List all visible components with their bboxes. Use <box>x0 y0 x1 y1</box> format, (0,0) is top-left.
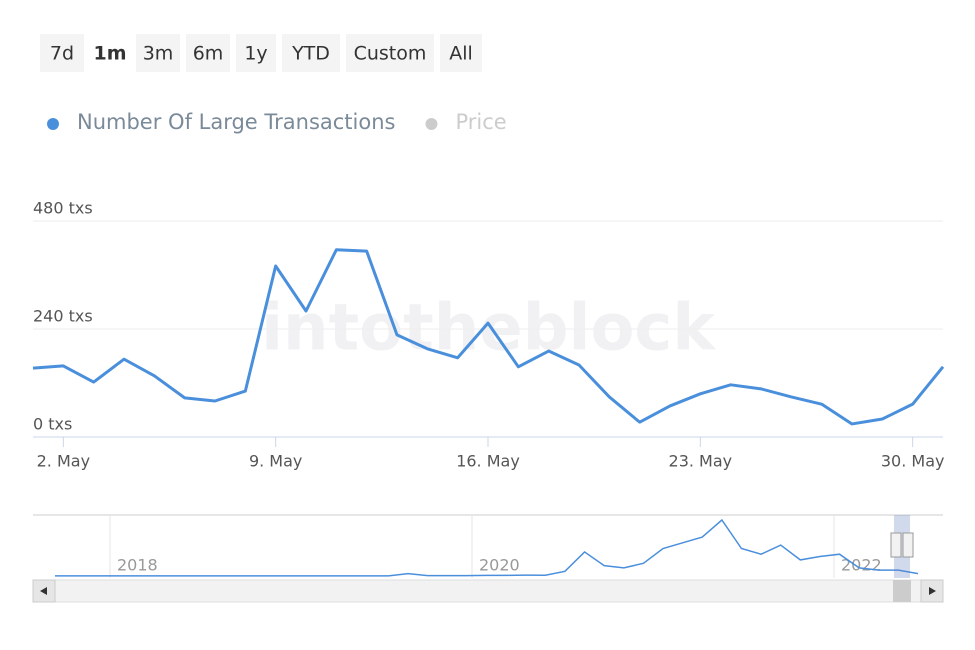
range-button-label[interactable]: YTD <box>291 43 330 65</box>
x-tick-label: 23. May <box>669 452 733 471</box>
range-button-label[interactable]: 3m <box>143 43 174 65</box>
range-button[interactable] <box>236 34 276 72</box>
range-button-label[interactable]: 1m <box>93 43 126 65</box>
navigator-handle[interactable] <box>902 532 914 558</box>
range-button[interactable] <box>90 34 130 72</box>
x-tick-label: 30. May <box>881 452 945 471</box>
navigator-handle[interactable] <box>890 532 902 558</box>
legend-label[interactable]: Number Of Large Transactions <box>77 110 395 134</box>
y-tick-label: 240 txs <box>33 307 93 326</box>
x-tick-label: 9. May <box>249 452 302 471</box>
navigator-label: 2018 <box>117 556 158 575</box>
y-tick-label: 480 txs <box>33 199 93 218</box>
scrollbar-track <box>32 579 944 603</box>
range-button-label[interactable]: 7d <box>50 43 74 65</box>
navigator-label: 2020 <box>479 556 520 575</box>
range-button[interactable] <box>346 34 434 72</box>
x-tick-label: 2. May <box>37 452 90 471</box>
series-line <box>32 248 945 426</box>
range-button-label[interactable]: Custom <box>354 43 427 65</box>
range-button-label[interactable]: All <box>449 43 473 65</box>
range-button[interactable] <box>186 34 230 72</box>
range-button[interactable] <box>282 34 340 72</box>
y-tick-label: 0 txs <box>33 415 72 434</box>
range-button-label[interactable]: 1y <box>244 43 267 65</box>
legend-marker[interactable] <box>47 118 59 130</box>
scroll-thumb[interactable] <box>893 580 911 602</box>
legend-marker[interactable] <box>425 118 438 130</box>
range-button-label[interactable]: 6m <box>193 43 224 65</box>
range-button[interactable] <box>440 34 482 72</box>
x-tick-label: 16. May <box>456 452 520 471</box>
scroll-right-arrow <box>929 587 936 595</box>
navigator-window <box>894 515 910 578</box>
navigator-label: 2022 <box>841 556 882 575</box>
scroll-left-arrow <box>40 587 47 595</box>
legend-label[interactable]: Price <box>455 110 506 134</box>
range-button[interactable] <box>136 34 180 72</box>
navigator-line <box>55 518 919 577</box>
range-button[interactable] <box>40 34 84 72</box>
